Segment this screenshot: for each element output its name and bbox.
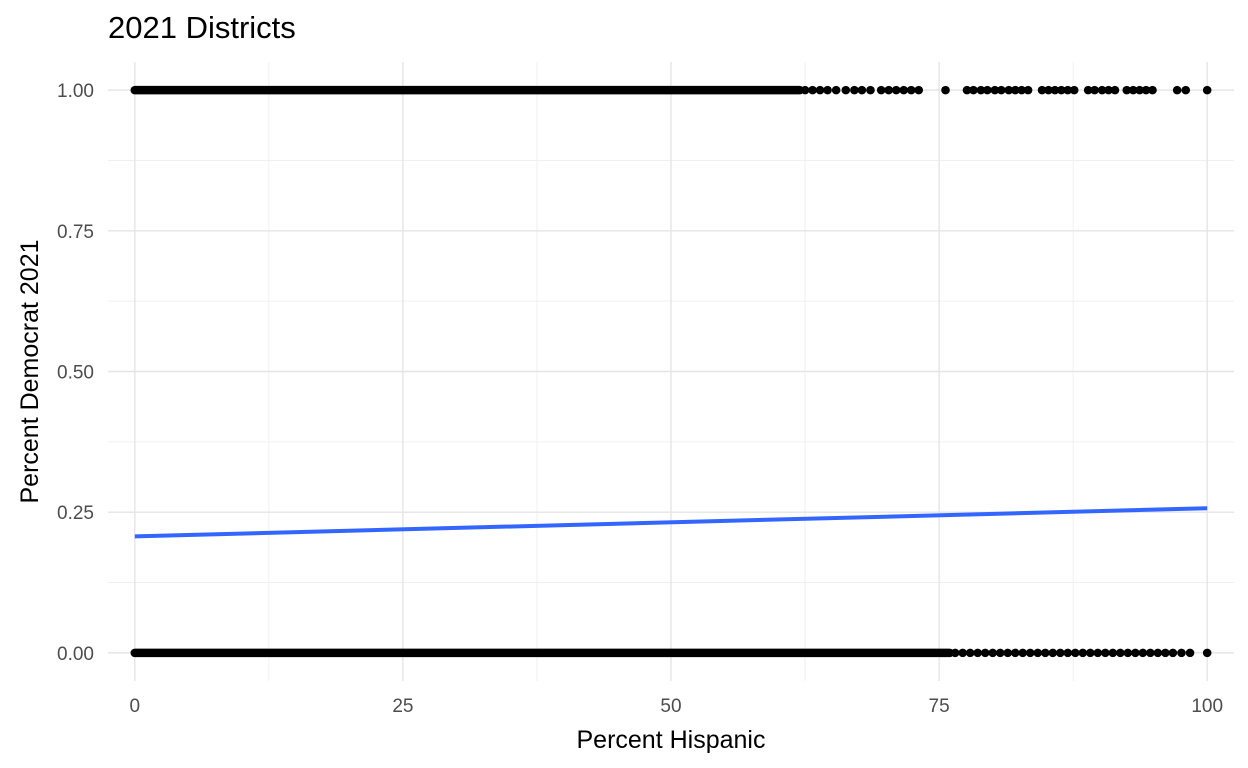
data-point — [1004, 85, 1014, 95]
data-point — [988, 648, 998, 658]
data-point — [1161, 648, 1170, 658]
data-point — [1003, 648, 1013, 658]
data-point — [1090, 85, 1099, 95]
data-point — [1070, 648, 1080, 658]
data-point — [1097, 85, 1107, 95]
data-point — [800, 85, 810, 95]
data-point — [995, 648, 1005, 658]
data-point — [850, 85, 859, 95]
data-point — [969, 85, 978, 95]
data-point — [1086, 648, 1095, 658]
data-point — [1146, 648, 1155, 658]
data-point — [1104, 85, 1113, 95]
data-point — [976, 85, 986, 95]
data-point — [965, 648, 975, 658]
x-axis-title: Percent Hispanic — [577, 726, 766, 754]
data-point — [1202, 85, 1212, 95]
data-point — [950, 648, 960, 658]
y-tick-label: 0.25 — [57, 503, 94, 524]
data-point — [1141, 85, 1151, 95]
data-point — [1063, 85, 1073, 95]
data-point — [1017, 85, 1026, 95]
data-point — [983, 85, 992, 95]
data-point — [1040, 648, 1050, 658]
data-point — [1128, 85, 1138, 95]
data-point — [1135, 85, 1144, 95]
y-tick-label: 0.00 — [57, 644, 94, 665]
data-point — [815, 85, 825, 95]
data-point — [857, 85, 867, 95]
grid-layer — [108, 62, 1234, 681]
data-point — [1123, 648, 1133, 658]
data-point — [941, 85, 950, 95]
data-point — [996, 85, 1006, 95]
data-point — [866, 85, 875, 95]
data-point — [1101, 648, 1110, 658]
data-point — [1148, 85, 1157, 95]
data-point — [1116, 648, 1125, 658]
data-point — [1069, 85, 1079, 95]
y-tick-label: 0.50 — [57, 363, 94, 384]
data-point — [1131, 648, 1140, 658]
x-tick-label: 25 — [392, 696, 413, 717]
x-tick-label: 50 — [660, 696, 681, 717]
x-tick-labels: 0 25 50 75 100 — [130, 696, 1224, 717]
data-point — [962, 85, 972, 95]
data-point — [899, 85, 909, 95]
data-point — [1181, 85, 1191, 95]
y-tick-label: 1.00 — [57, 81, 94, 102]
data-point — [1093, 648, 1103, 658]
x-tick-label: 75 — [929, 696, 950, 717]
data-point — [1048, 648, 1058, 658]
data-point — [891, 85, 901, 95]
data-point — [1122, 85, 1132, 95]
data-point — [1078, 648, 1088, 658]
data-point — [1177, 648, 1186, 658]
data-point — [1172, 85, 1182, 95]
data-point — [958, 648, 967, 658]
y-tick-label: 0.75 — [57, 222, 94, 243]
data-point — [1033, 648, 1043, 658]
regression-line — [134, 506, 1208, 539]
data-point — [1153, 648, 1163, 658]
data-point — [914, 85, 924, 95]
data-point — [1185, 648, 1195, 658]
x-tick-label: 0 — [130, 696, 141, 717]
data-point — [1108, 648, 1118, 658]
points-layer — [130, 85, 1212, 658]
data-point — [1010, 648, 1020, 658]
data-point — [1063, 648, 1073, 658]
data-point — [831, 85, 841, 95]
data-point — [1057, 85, 1066, 95]
data-point — [1083, 85, 1093, 95]
data-point — [1110, 85, 1120, 95]
data-point — [1050, 85, 1060, 95]
fit-line-layer — [134, 506, 1208, 539]
data-point — [990, 85, 1000, 95]
y-tick-labels: 0.00 0.25 0.50 0.75 1.00 — [57, 81, 94, 665]
data-point — [1055, 648, 1065, 658]
data-point — [1168, 648, 1178, 658]
data-point — [1010, 85, 1020, 95]
y-axis-title: Percent Democrat 2021 — [16, 239, 44, 503]
data-point — [1202, 648, 1212, 658]
data-point — [884, 85, 893, 95]
data-point — [876, 85, 886, 95]
data-point — [906, 85, 916, 95]
data-point — [1044, 85, 1053, 95]
x-tick-label: 100 — [1191, 696, 1223, 717]
data-point — [1037, 85, 1047, 95]
data-point — [973, 648, 983, 658]
data-point — [1025, 648, 1035, 658]
data-point — [980, 648, 990, 658]
data-point — [823, 85, 832, 95]
data-point — [1138, 648, 1148, 658]
data-point — [808, 85, 817, 95]
data-point — [1018, 648, 1028, 658]
chart-title: 2021 Districts — [108, 10, 296, 45]
data-point — [841, 85, 851, 95]
data-point — [1023, 85, 1033, 95]
